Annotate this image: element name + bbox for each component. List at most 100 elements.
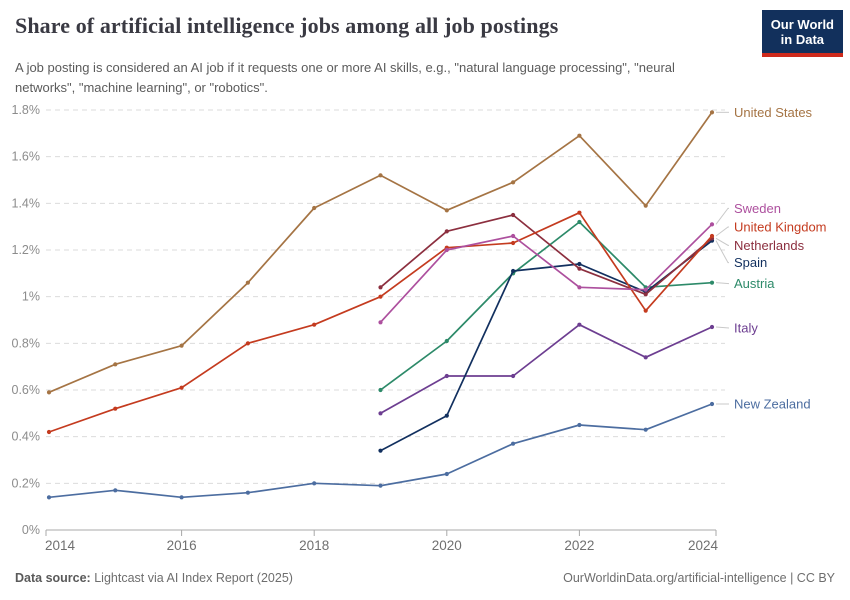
series-point: [444, 373, 449, 379]
series-point: [312, 481, 317, 486]
series-point: [378, 285, 383, 290]
series-point: [179, 385, 184, 390]
y-tick-label: 0.6%: [12, 383, 41, 397]
series-point: [113, 406, 118, 411]
x-tick-label: 2024: [688, 538, 719, 553]
series-point: [444, 229, 449, 234]
series-label-new-zealand[interactable]: New Zealand: [734, 397, 811, 412]
series-line-united-states: [48, 111, 713, 394]
series-line-italy: [379, 323, 713, 415]
series-point: [577, 219, 582, 225]
series-united-states[interactable]: [46, 110, 715, 395]
series-point: [709, 280, 715, 285]
series-point: [444, 208, 449, 213]
series-point: [378, 483, 383, 488]
series-point: [510, 268, 516, 274]
series-point: [643, 427, 648, 432]
x-tick-label: 2016: [167, 538, 197, 553]
series-point: [245, 280, 250, 285]
series-united-kingdom[interactable]: [46, 210, 715, 435]
series-point: [444, 338, 449, 344]
series-line-spain: [379, 239, 713, 452]
label-connector: [715, 240, 729, 264]
owid-logo-line1: Our World: [770, 17, 834, 32]
series-point: [643, 292, 648, 297]
data-source-value: Lightcast via AI Index Report (2025): [94, 571, 293, 585]
series-point: [378, 411, 383, 416]
series-label-spain[interactable]: Spain: [734, 255, 767, 270]
series-point: [577, 133, 582, 138]
y-tick-label: 1%: [22, 290, 40, 304]
owid-logo-line2: in Data: [780, 32, 825, 48]
series-point: [643, 287, 648, 292]
series-netherlands[interactable]: [378, 212, 715, 297]
y-tick-label: 1.6%: [12, 150, 41, 164]
series-label-united-states[interactable]: United States: [734, 105, 813, 120]
series-point: [245, 341, 250, 346]
series-label-netherlands[interactable]: Netherlands: [734, 238, 805, 253]
series-point: [378, 173, 383, 178]
label-connector: [715, 326, 730, 329]
series-point: [510, 212, 516, 218]
series-point: [46, 495, 52, 500]
label-connector: [715, 226, 729, 237]
x-tick-label: 2022: [564, 538, 594, 553]
credit-line: OurWorldinData.org/artificial-intelligen…: [563, 571, 835, 585]
series-line-austria: [379, 221, 713, 391]
series-label-austria[interactable]: Austria: [734, 276, 775, 291]
series-point: [46, 429, 52, 435]
series-sweden[interactable]: [378, 222, 715, 325]
series-point: [444, 471, 449, 477]
series-point: [179, 495, 184, 500]
series-point: [444, 247, 449, 253]
label-connector: [715, 237, 729, 246]
series-point: [577, 422, 582, 428]
chart-footer: Data source: Lightcast via AI Index Repo…: [15, 571, 835, 585]
series-point: [245, 490, 250, 495]
x-tick-label: 2018: [299, 538, 329, 553]
series-point: [643, 355, 648, 360]
series-point: [510, 180, 516, 185]
series-point: [709, 110, 715, 115]
series-point: [709, 233, 715, 239]
chart-subtitle: A job posting is considered an AI job if…: [15, 60, 675, 95]
series-point: [709, 324, 715, 330]
series-point: [577, 285, 582, 290]
x-tick-label: 2020: [432, 538, 462, 553]
series-point: [643, 308, 648, 313]
series-point: [510, 233, 516, 239]
y-tick-label: 1.4%: [12, 196, 41, 210]
series-point: [709, 222, 715, 227]
series-label-sweden[interactable]: Sweden: [734, 201, 781, 216]
series-label-united-kingdom[interactable]: United Kingdom: [734, 220, 827, 235]
series-point: [643, 203, 648, 208]
series-point: [312, 322, 317, 327]
chart-title: Share of artificial intelligence jobs am…: [15, 13, 559, 38]
series-point: [378, 294, 383, 299]
series-line-sweden: [379, 223, 713, 324]
series-point: [577, 322, 582, 327]
y-tick-label: 1.2%: [12, 243, 41, 257]
series-new-zealand[interactable]: [46, 401, 715, 500]
data-source-label: Data source:: [15, 571, 91, 585]
series-point: [510, 373, 516, 379]
series-point: [179, 343, 184, 348]
series-point: [510, 441, 516, 446]
series-label-italy[interactable]: Italy: [734, 321, 758, 336]
y-tick-label: 1.8%: [12, 103, 41, 117]
series-point: [378, 320, 383, 325]
series-point: [378, 448, 383, 453]
series-point: [312, 205, 317, 211]
label-connector: [715, 207, 729, 225]
series-point: [444, 413, 449, 418]
series-italy[interactable]: [378, 322, 715, 416]
x-tick-label: 2014: [45, 538, 76, 553]
owid-logo: Our World in Data: [761, 10, 843, 57]
series-point: [577, 266, 582, 271]
series-point: [46, 390, 52, 395]
series-point: [113, 488, 118, 493]
y-tick-label: 0.8%: [12, 336, 41, 350]
series-point: [113, 362, 118, 367]
series-point: [510, 240, 516, 246]
